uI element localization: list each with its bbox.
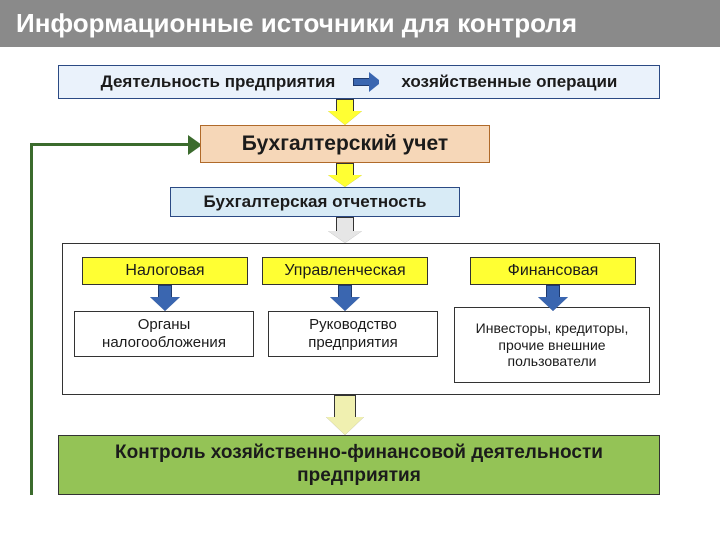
financial-text: Финансовая: [504, 259, 603, 282]
tax-box: Налоговая: [82, 257, 248, 285]
accounting-box: Бухгалтерский учет: [200, 125, 490, 163]
tax-users-text: Органы налогообложения: [75, 314, 253, 354]
arrow-group-to-control: [344, 395, 345, 435]
reporting-text: Бухгалтерская отчетность: [199, 190, 430, 214]
control-box: Контроль хозяйственно-финансовой деятель…: [58, 435, 660, 495]
management-users-text: Руководство предприятия: [269, 314, 437, 354]
arrow-fin-down: [552, 285, 553, 311]
accounting-text: Бухгалтерский учет: [238, 129, 452, 158]
activity-row: Деятельность предприятия хозяйственные о…: [59, 70, 659, 94]
financial-users-text: Инвесторы, кредиторы, прочие внешние пол…: [455, 318, 649, 372]
page-title-text: Информационные источники для контроля: [16, 8, 577, 38]
activity-box: Деятельность предприятия хозяйственные о…: [58, 65, 660, 99]
tax-users-box: Органы налогообложения: [74, 311, 254, 357]
control-text: Контроль хозяйственно-финансовой деятель…: [59, 440, 659, 490]
financial-users-box: Инвесторы, кредиторы, прочие внешние пол…: [454, 307, 650, 383]
inline-arrow: [353, 75, 383, 89]
management-users-box: Руководство предприятия: [268, 311, 438, 357]
activity-right-text: хозяйственные операции: [397, 70, 621, 94]
arrow-activity-to-accounting: [344, 99, 345, 125]
management-box: Управленческая: [262, 257, 428, 285]
activity-left-text: Деятельность предприятия: [97, 70, 340, 94]
feedback-line-vertical: [30, 143, 33, 495]
financial-box: Финансовая: [470, 257, 636, 285]
reporting-box: Бухгалтерская отчетность: [170, 187, 460, 217]
arrow-reporting-to-group: [344, 217, 345, 243]
page-title: Информационные источники для контроля: [0, 0, 720, 47]
diagram-canvas: Деятельность предприятия хозяйственные о…: [0, 47, 720, 545]
arrow-tax-down: [164, 285, 165, 311]
management-text: Управленческая: [280, 259, 409, 282]
feedback-line-horizontal: [30, 143, 188, 146]
arrow-accounting-to-reporting: [344, 163, 345, 187]
arrow-mgmt-down: [344, 285, 345, 311]
tax-text: Налоговая: [121, 259, 208, 282]
